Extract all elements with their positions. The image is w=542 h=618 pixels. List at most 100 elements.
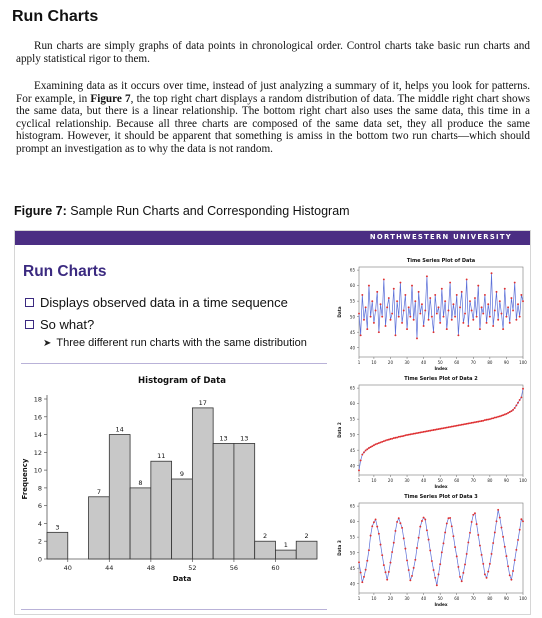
ts-data-point: [419, 312, 422, 315]
ts-x-tick-label: 70: [471, 596, 477, 601]
ts-data-point: [386, 306, 389, 309]
ts-x-label: Index: [434, 602, 447, 607]
ts-data-point: [455, 555, 458, 558]
ts-data-point: [434, 428, 437, 431]
ts-y-tick-label: 40: [350, 345, 356, 350]
ts-data-point: [464, 312, 466, 315]
ts-data-point: [425, 430, 428, 433]
ts-data-point: [382, 440, 385, 443]
ts-data-point: [445, 426, 448, 429]
ts-data-point: [475, 523, 478, 526]
ts-data-point: [401, 321, 404, 324]
histogram-bar-label: 8: [138, 479, 142, 487]
ts-data-point: [508, 321, 511, 324]
ts-data-point: [371, 300, 374, 303]
ts-data-point: [437, 573, 440, 576]
checkbox-bullet-icon: [25, 298, 34, 307]
bullet-item: So what?: [25, 317, 94, 332]
ts-data-point: [500, 312, 503, 315]
ts-title: Time Series Plot of Data: [407, 258, 475, 264]
ts-x-tick-label: 40: [421, 596, 427, 601]
ts-data-point: [510, 297, 513, 299]
paragraph-intro: Run charts are simply graphs of data poi…: [16, 40, 530, 65]
ts-data-point: [366, 448, 369, 451]
ts-x-tick-label: 70: [471, 478, 477, 483]
ts-data-point: [382, 278, 385, 281]
ts-data-point: [435, 428, 438, 431]
ts-data-point: [483, 293, 486, 296]
paragraph-examining: Examining data as it occurs over time, i…: [16, 80, 530, 155]
ts-y-tick-label: 45: [350, 330, 356, 335]
ts-data-point: [482, 562, 485, 565]
histogram-x-label: Data: [173, 575, 192, 583]
histogram-x-tick-label: 48: [147, 564, 155, 572]
ts-data-point: [420, 303, 423, 306]
slide-bottom-rule: [21, 609, 327, 610]
histogram-bar-label: 1: [284, 541, 288, 549]
ts-data-point: [397, 315, 400, 318]
ts-data-point: [364, 568, 367, 571]
ts-x-tick-label: 10: [371, 596, 377, 601]
ts-data-point: [369, 315, 372, 318]
histogram-bar: [108, 434, 131, 560]
histogram-y-tick-label: 16: [34, 413, 42, 421]
ts-data-point: [493, 531, 496, 534]
ts-data-point: [381, 315, 384, 318]
ts-data-point: [404, 293, 407, 296]
ts-data-point: [386, 438, 389, 441]
ts-data-point: [490, 272, 493, 275]
histogram-bar-label: 3: [55, 523, 59, 531]
ts-data-point: [416, 432, 418, 435]
ts-data-point: [419, 431, 422, 434]
ts-data-point: [487, 418, 490, 421]
ts-data-point: [500, 414, 503, 417]
ts-x-tick-label: 40: [421, 478, 427, 483]
ts-data-point: [510, 410, 513, 413]
ts-y-tick-label: 65: [350, 504, 356, 509]
ts-data-point: [520, 396, 523, 399]
ts-x-tick-label: 70: [471, 360, 477, 365]
ts-data-point: [507, 565, 510, 568]
ts-data-point: [417, 290, 420, 293]
ts-data-point: [399, 435, 402, 438]
histogram-y-tick-label: 6: [38, 502, 42, 510]
ts-data-point: [358, 312, 360, 315]
ts-data-point: [474, 421, 476, 424]
ts-data-point: [447, 309, 450, 312]
ts-data-point: [442, 427, 445, 430]
ts-data-point: [399, 281, 402, 284]
ts-data-point: [495, 520, 498, 523]
ts-data-point: [406, 434, 408, 436]
ts-y-label: Data 2: [337, 422, 342, 438]
ts-data-point: [411, 574, 413, 577]
ts-data-point: [407, 306, 410, 309]
histogram-x-tick-label: 60: [271, 564, 279, 572]
ts-data-point: [467, 541, 470, 544]
ts-data-point: [513, 407, 516, 409]
histogram-y-tick-label: 10: [34, 467, 42, 475]
ts-data-point: [455, 424, 458, 427]
ts-data-point: [406, 559, 408, 562]
ts-data-point: [382, 564, 385, 567]
ts-data-point: [392, 287, 395, 290]
ts-data-point: [522, 387, 524, 390]
ts-data-point: [460, 290, 463, 293]
ts-data-point: [457, 565, 460, 568]
ts-x-tick-label: 80: [487, 478, 493, 483]
ts-data-point: [412, 318, 415, 321]
ts-data-point: [465, 422, 468, 425]
histogram-bar: [254, 540, 276, 560]
ts-data-point: [497, 415, 500, 418]
histogram-bar-label: 13: [240, 434, 248, 442]
ts-x-tick-label: 90: [504, 360, 510, 365]
ts-data-point: [452, 425, 455, 428]
ts-data-point: [442, 542, 445, 545]
ts-data-point: [520, 293, 523, 296]
ts-data-point: [472, 513, 475, 516]
ts-data-point: [425, 275, 428, 278]
ts-data-point: [437, 306, 440, 309]
ts-data-point: [430, 315, 433, 318]
ts-data-point: [442, 315, 445, 318]
ts-x-tick-label: 40: [421, 360, 427, 365]
histogram-bar-label: 17: [199, 399, 207, 407]
